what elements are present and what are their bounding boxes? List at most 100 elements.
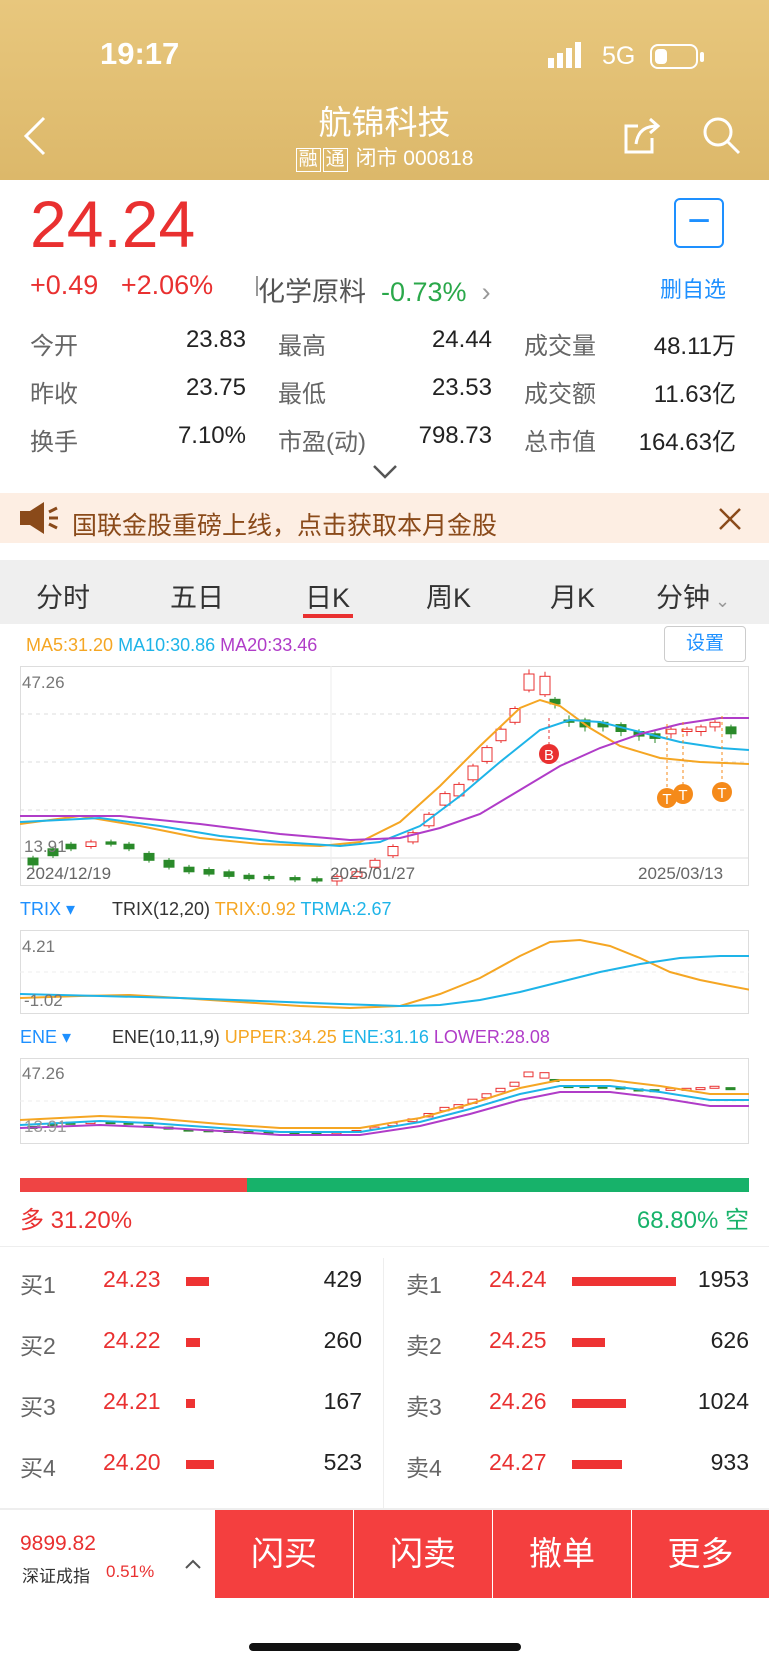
ask-price: 24.24 — [489, 1266, 547, 1292]
chevron-up-icon[interactable] — [184, 1558, 202, 1570]
trix-legend: TRIX(12,20) TRIX:0.92 TRMA:2.67 — [112, 899, 392, 920]
candle — [509, 708, 521, 723]
stat-value: 23.53 — [431, 374, 492, 401]
divider — [256, 276, 258, 296]
candle — [695, 726, 707, 733]
tab-weekly-k[interactable]: 周K — [426, 583, 472, 613]
stat-label: 市盈(动) — [278, 429, 366, 456]
candle — [523, 673, 535, 691]
t-marker[interactable]: T — [657, 724, 677, 808]
t-marker-label: T — [717, 785, 726, 802]
ene-indicator-select[interactable]: ENE ▾ — [20, 1027, 72, 1047]
bid-volume-bar — [186, 1399, 195, 1408]
candle — [481, 747, 493, 762]
long-short-bar — [20, 1178, 749, 1192]
back-icon[interactable] — [22, 116, 48, 156]
trix-indicator-select[interactable]: TRIX ▾ — [20, 899, 76, 919]
candle — [725, 726, 737, 735]
bid-volume: 429 — [323, 1266, 362, 1292]
ene-legend: ENE(10,11,9) UPPER:34.25 ENE:31.16 LOWER… — [112, 1027, 550, 1048]
remove-favorite-button[interactable]: − — [674, 198, 724, 248]
buy-marker[interactable]: B — [539, 718, 559, 764]
market-status-code: 闭市 000818 — [355, 147, 474, 170]
tab-minute[interactable]: 分钟 ⌄ — [656, 576, 730, 615]
industry-link[interactable]: 化学原料 -0.73% › — [258, 270, 491, 309]
index-value[interactable]: 9899.82 — [20, 1532, 96, 1555]
ene-chart[interactable]: 47.26 13.91 — [20, 1058, 749, 1144]
flash-sell-button[interactable]: 闪卖 — [354, 1510, 492, 1598]
stat-label: 最低 — [278, 381, 326, 408]
divider — [0, 1508, 769, 1510]
tab-daily-k[interactable]: 日K — [305, 583, 351, 613]
kline-date-end: 2025/03/13 — [638, 864, 723, 883]
candle — [495, 728, 507, 742]
t-marker-label: T — [678, 787, 687, 804]
industry-pct: -0.73% — [381, 277, 467, 307]
margin-tag: 融 — [295, 148, 321, 172]
signal-icon — [548, 42, 581, 68]
ene-upper-line — [20, 1079, 749, 1129]
ma20-label: MA20:33.46 — [220, 635, 318, 655]
candle — [311, 878, 323, 882]
t-marker[interactable]: T — [673, 722, 693, 804]
candle — [509, 1081, 520, 1087]
stat-label: 成交额 — [524, 381, 596, 408]
ask-volume: 933 — [710, 1449, 749, 1475]
tab-monthly-k[interactable]: 月K — [550, 583, 596, 613]
tab-5day[interactable]: 五日 — [170, 583, 224, 613]
trix-name: TRIX — [20, 899, 62, 919]
candle — [263, 875, 275, 880]
kline-date-mid: 2025/01/27 — [330, 864, 415, 883]
search-icon[interactable] — [702, 116, 742, 156]
speaker-icon — [20, 502, 58, 534]
candle — [407, 832, 419, 843]
kline-ma-legend: MA5:31.20 MA10:30.86 MA20:33.46 — [26, 635, 317, 656]
ene-mid-line — [20, 1085, 749, 1133]
kline-date-start: 2024/12/19 — [26, 864, 111, 883]
bid-label: 买2 — [20, 1333, 56, 1359]
ma5-label: MA5:31.20 — [26, 635, 114, 655]
expand-chevron-icon[interactable] — [372, 464, 398, 480]
flash-buy-button[interactable]: 闪买 — [215, 1510, 353, 1598]
ene-value: ENE:31.16 — [341, 1027, 429, 1047]
cancel-order-button[interactable]: 撤单 — [493, 1510, 631, 1598]
divider — [383, 1258, 384, 1508]
chart-settings-button[interactable]: 设置 — [664, 626, 746, 662]
trix-params: TRIX(12,20) — [112, 899, 211, 919]
trix-chart[interactable]: 4.21 -1.02 — [20, 930, 749, 1014]
candle — [387, 846, 399, 857]
index-name[interactable]: 深证成指 — [22, 1567, 90, 1586]
long-share — [20, 1178, 247, 1192]
home-indicator[interactable] — [249, 1643, 521, 1651]
candle — [27, 857, 39, 866]
stat-label: 成交量 — [524, 333, 596, 360]
candle — [695, 1087, 706, 1091]
more-button[interactable]: 更多 — [632, 1510, 769, 1598]
share-icon[interactable] — [622, 116, 662, 156]
index-pct: 0.51% — [106, 1562, 155, 1581]
bid-label: 买3 — [20, 1394, 56, 1420]
price-change: +0.49 +2.06% — [30, 270, 213, 301]
remove-favorite-label[interactable]: 删自选 — [660, 277, 727, 302]
kline-chart[interactable]: 47.26 13.91 2024/12/19 2025/01/27 2025/0… — [20, 666, 749, 886]
promo-banner[interactable] — [0, 493, 769, 543]
ask-volume-bar — [572, 1338, 605, 1347]
stat-label: 总市值 — [524, 429, 596, 456]
ask-price: 24.25 — [489, 1327, 547, 1353]
bid-price: 24.20 — [103, 1449, 161, 1475]
tab-intraday[interactable]: 分时 — [36, 583, 90, 613]
candle — [709, 721, 721, 728]
trma-line — [20, 955, 749, 1008]
candle — [539, 1072, 550, 1079]
t-marker[interactable]: T — [712, 716, 732, 802]
stat-label: 换手 — [30, 429, 78, 456]
candle — [223, 871, 235, 877]
ask-label: 卖1 — [406, 1272, 442, 1298]
kline-ymax: 47.26 — [22, 673, 65, 692]
close-icon[interactable] — [718, 507, 742, 531]
bid-price: 24.21 — [103, 1388, 161, 1414]
kline-ymin: 13.91 — [24, 837, 67, 856]
header-bar — [0, 0, 769, 180]
stat-label: 今开 — [30, 333, 78, 360]
candle — [105, 841, 117, 845]
